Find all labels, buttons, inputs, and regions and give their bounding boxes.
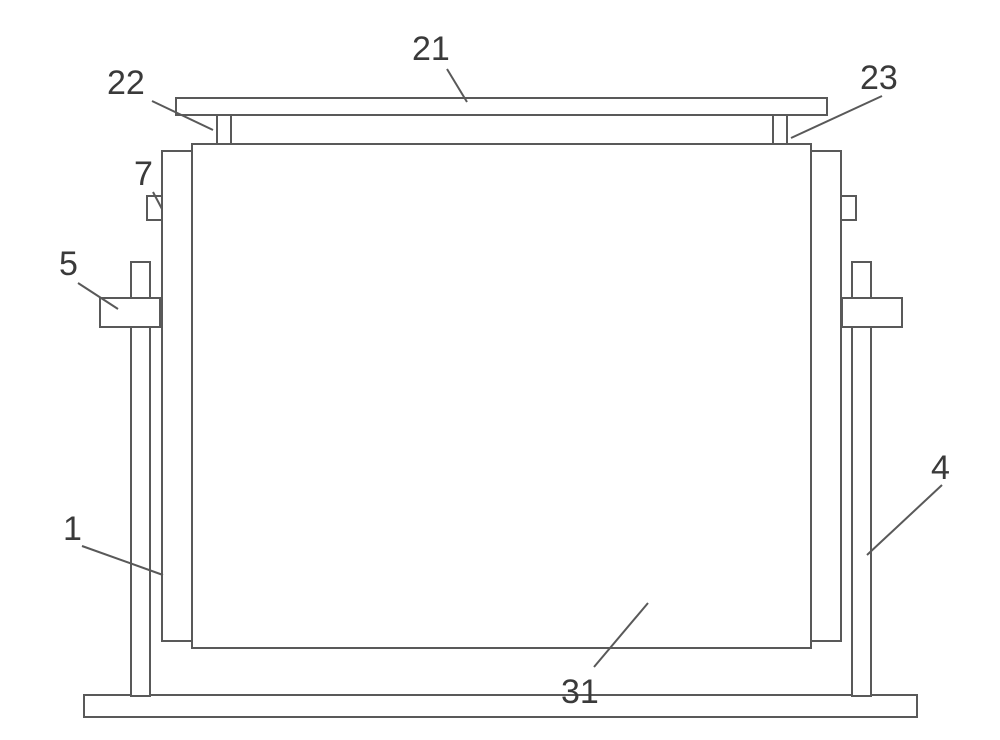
base-plate <box>84 695 917 717</box>
leader-4 <box>867 485 942 555</box>
top-right-neck <box>773 115 787 144</box>
label-23: 23 <box>860 59 898 98</box>
left-panel <box>162 151 192 641</box>
label-22: 22 <box>107 64 145 103</box>
right-hub <box>842 298 902 327</box>
label-1: 1 <box>63 510 82 549</box>
top-plate <box>176 98 827 115</box>
diagram-canvas: 21 22 23 7 5 4 1 31 <box>0 0 1000 740</box>
right-panel <box>811 151 841 641</box>
label-31: 31 <box>561 673 599 712</box>
label-5: 5 <box>59 245 78 284</box>
diagram-svg <box>0 0 1000 740</box>
label-4: 4 <box>931 449 950 488</box>
leader-5 <box>78 283 118 309</box>
label-21: 21 <box>412 30 450 69</box>
left-pin <box>147 196 162 220</box>
label-7: 7 <box>134 155 153 194</box>
top-left-neck <box>217 115 231 144</box>
right-pin <box>841 196 856 220</box>
main-body <box>192 144 811 648</box>
